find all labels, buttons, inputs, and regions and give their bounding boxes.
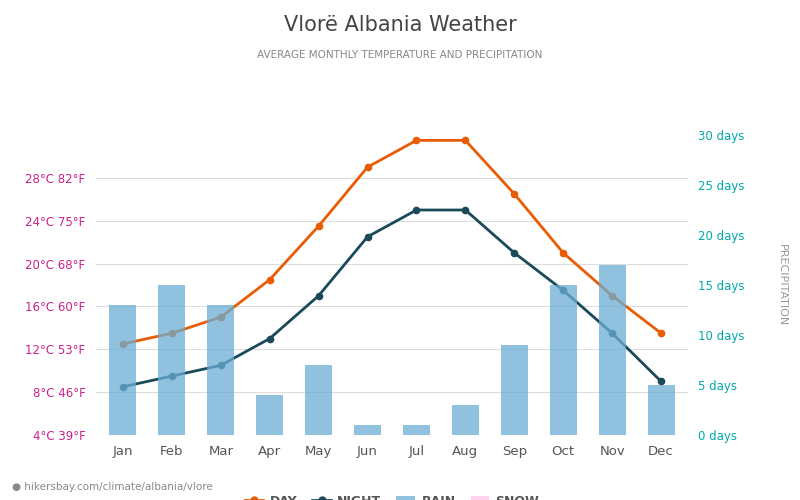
Bar [354,425,381,435]
Bar [648,385,674,435]
Bar [550,285,577,435]
Text: Vlorë Albania Weather: Vlorë Albania Weather [284,15,516,35]
Bar [305,365,332,435]
Bar [256,395,283,435]
Bar [158,285,186,435]
Legend: DAY, NIGHT, RAIN, SNOW: DAY, NIGHT, RAIN, SNOW [240,490,544,500]
Bar [501,345,528,435]
Bar [452,405,479,435]
Bar [207,305,234,435]
Y-axis label: PRECIPITATION: PRECIPITATION [777,244,786,326]
Bar [110,305,136,435]
Text: AVERAGE MONTHLY TEMPERATURE AND PRECIPITATION: AVERAGE MONTHLY TEMPERATURE AND PRECIPIT… [258,50,542,60]
Bar [403,425,430,435]
Bar [598,265,626,435]
Text: ● hikersbay.com/climate/albania/vlore: ● hikersbay.com/climate/albania/vlore [12,482,213,492]
